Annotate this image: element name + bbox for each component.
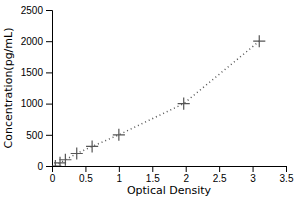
tick-mark <box>46 41 52 42</box>
tick-label: 2500 <box>21 5 44 16</box>
tick: 2500 <box>21 5 52 16</box>
tick-mark <box>46 166 52 167</box>
tick-label: 2.5 <box>213 173 227 184</box>
tick-label: 3 <box>250 173 256 184</box>
x-axis-title: Optical Density <box>127 184 212 197</box>
tick-mark <box>46 135 52 136</box>
tick-label: 0 <box>37 161 43 172</box>
tick-mark <box>46 104 52 105</box>
axis-line <box>46 11 53 167</box>
tick: 2 <box>183 166 189 184</box>
tick: 0 <box>50 166 56 184</box>
tick-label: 0.5 <box>79 173 93 184</box>
tick-label: 1 <box>117 173 123 184</box>
plot: 0 0.5 1 1.5 2 2.5 3 3.5 0 500 1000 1500 2000 2500 <box>21 5 294 184</box>
point <box>86 140 98 152</box>
tick: 1500 <box>21 67 52 78</box>
axis-line <box>53 167 287 173</box>
tick: 0.5 <box>79 166 93 184</box>
tick: 3.5 <box>280 166 294 184</box>
chart: 0 0.5 1 1.5 2 2.5 3 3.5 0 500 1000 1500 2000 2500 Opti… <box>0 0 300 200</box>
tick-mark <box>46 10 52 11</box>
tick-label: 2000 <box>21 36 44 47</box>
x-axis: 0 0.5 1 1.5 2 2.5 3 3.5 <box>50 166 294 184</box>
tick-label: 0 <box>50 173 56 184</box>
tick-label: 3.5 <box>280 173 294 184</box>
tick: 1000 <box>21 98 52 109</box>
marks <box>52 35 265 166</box>
tick-mark <box>286 166 287 172</box>
y-axis-title: Concentration(pg/mL) <box>2 28 15 149</box>
tick-label: 500 <box>26 130 43 141</box>
point <box>113 129 125 141</box>
tick-label: 1500 <box>21 67 44 78</box>
y-axis: 0 500 1000 1500 2000 2500 <box>21 5 53 172</box>
tick-mark <box>119 166 120 172</box>
tick-mark <box>186 166 187 172</box>
point <box>54 157 66 166</box>
point <box>253 35 265 47</box>
tick: 1 <box>117 166 123 184</box>
tick-label: 1000 <box>21 98 44 109</box>
tick: 1.5 <box>146 166 160 184</box>
tick-mark <box>253 166 254 172</box>
point <box>178 98 190 110</box>
tick: 500 <box>26 130 52 141</box>
tick: 0 <box>37 161 52 172</box>
tick-mark <box>85 166 86 172</box>
tick-mark <box>219 166 220 172</box>
point <box>71 147 83 159</box>
tick: 2000 <box>21 36 52 47</box>
line <box>55 41 259 166</box>
tick-mark <box>46 72 52 73</box>
tick-label: 2 <box>183 173 189 184</box>
tick-mark <box>152 166 153 172</box>
point <box>59 154 71 166</box>
tick: 3 <box>250 166 256 184</box>
tick: 2.5 <box>213 166 227 184</box>
tick-label: 1.5 <box>146 173 160 184</box>
